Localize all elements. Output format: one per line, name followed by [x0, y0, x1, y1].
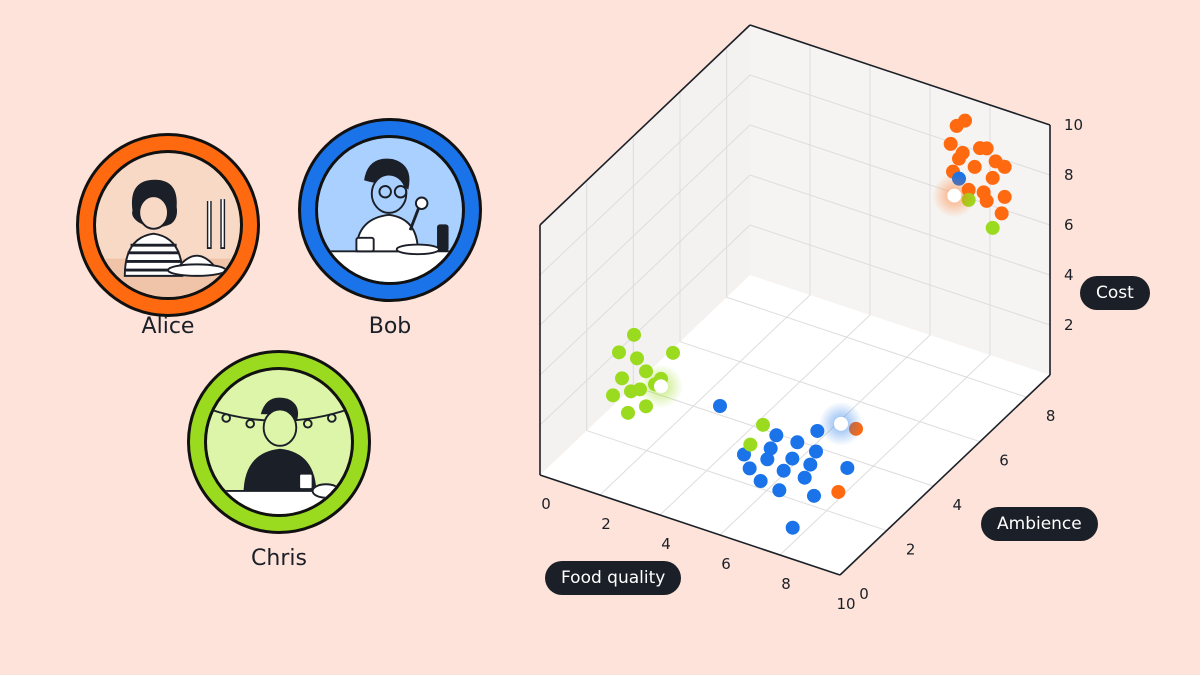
left-wall-gridline	[539, 174, 751, 376]
axis-box-edge	[839, 374, 1051, 576]
data-point	[763, 441, 778, 456]
x-tick-label: 8	[781, 575, 791, 593]
z-tick-label: 6	[1064, 216, 1074, 234]
centroid-point	[654, 379, 668, 394]
x-tick-label: 0	[541, 495, 551, 513]
data-point	[760, 452, 775, 467]
data-point	[630, 351, 644, 366]
data-point	[958, 113, 972, 128]
person-name-alice: Alice	[141, 314, 195, 339]
y-tick-label: 0	[859, 585, 869, 603]
x-axis-label: Food quality	[545, 561, 682, 595]
data-point	[967, 159, 982, 174]
data-point	[772, 483, 787, 498]
back-wall-plane	[750, 25, 1050, 375]
data-point	[985, 220, 1000, 235]
x-tick-label: 4	[661, 535, 671, 553]
data-point	[985, 170, 1000, 185]
data-point	[979, 141, 994, 156]
floor-gridline	[599, 294, 811, 496]
left-wall-gridline	[539, 124, 751, 326]
left-wall-plane	[540, 25, 750, 475]
floor-plane	[540, 275, 1050, 575]
data-point	[776, 463, 791, 478]
x-tick-label: 2	[601, 515, 611, 533]
data-point	[713, 399, 727, 413]
y-tick-label: 8	[1046, 407, 1056, 425]
centroid-point	[834, 416, 848, 431]
data-point	[943, 136, 958, 151]
avatar-alice	[76, 133, 260, 317]
floor-gridline	[679, 341, 981, 443]
y-tick-label: 4	[953, 496, 963, 514]
axis-box-edge	[539, 474, 841, 576]
data-point	[803, 457, 818, 472]
data-point	[756, 417, 770, 432]
data-point	[976, 185, 991, 200]
data-point	[840, 460, 855, 475]
data-point	[997, 189, 1012, 204]
person-name-bob: Bob	[368, 314, 412, 339]
x-tick-label: 10	[836, 595, 855, 613]
back-wall-gridline	[749, 224, 1051, 326]
y-tick-label: 2	[906, 541, 916, 559]
data-point	[627, 327, 641, 342]
avatar-bob	[298, 118, 482, 302]
data-point	[666, 345, 680, 360]
z-axis-label: Cost	[1080, 276, 1150, 310]
centroid-point	[947, 188, 962, 203]
data-point	[807, 488, 821, 503]
z-tick-label: 8	[1064, 166, 1074, 184]
person-name-chris: Chris	[251, 546, 307, 571]
floor-gridline	[779, 354, 991, 556]
left-wall-gridline	[539, 74, 751, 276]
floor-gridline	[586, 430, 887, 532]
data-point	[606, 388, 620, 403]
floor-gridline	[633, 385, 934, 487]
data-point	[742, 461, 757, 476]
data-point	[785, 451, 800, 466]
axis-box-edge	[749, 24, 1051, 126]
y-axis-label: Ambience	[981, 507, 1098, 541]
floor-gridline	[726, 296, 1027, 398]
data-point	[809, 444, 823, 459]
data-point	[790, 435, 805, 450]
data-point	[621, 405, 635, 420]
data-point	[612, 345, 626, 360]
back-wall-gridline	[749, 174, 1051, 276]
z-tick-label: 4	[1064, 266, 1074, 284]
x-tick-label: 6	[721, 555, 731, 573]
floor-gridline	[659, 314, 871, 516]
data-point	[952, 151, 966, 166]
y-tick-label: 6	[999, 452, 1009, 470]
data-point	[615, 371, 629, 386]
data-point	[831, 484, 846, 499]
diner-with-candles-icon	[96, 179, 240, 297]
data-point	[994, 206, 1009, 221]
data-point	[785, 520, 800, 535]
avatar-chris	[187, 350, 371, 534]
data-point	[797, 470, 812, 485]
data-point	[769, 428, 784, 443]
left-wall-gridline	[539, 224, 751, 426]
data-point	[743, 437, 758, 452]
axis-box-edge	[539, 24, 751, 226]
data-point	[753, 474, 768, 489]
data-point	[997, 159, 1012, 174]
z-tick-label: 10	[1064, 116, 1083, 134]
z-tick-label: 2	[1064, 316, 1074, 334]
